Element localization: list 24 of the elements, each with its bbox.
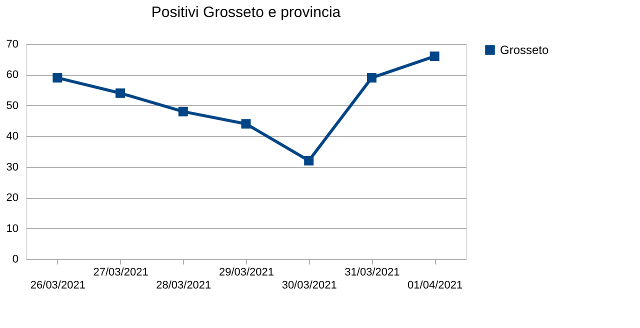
y-tick-label: 40	[6, 130, 18, 143]
point	[366, 73, 376, 83]
x-tick-label: 27/03/2021	[93, 266, 148, 278]
chart-title: Positivi Grosseto e provincia	[151, 4, 342, 21]
x-tick-label: 28/03/2021	[156, 280, 212, 292]
y-tick-label: 10	[6, 222, 18, 235]
y-tick-label: 70	[6, 38, 18, 50]
x-tick-label: 29/03/2021	[218, 266, 274, 278]
point	[178, 106, 188, 116]
y-tick-label: 50	[6, 100, 18, 112]
y-tick-label: 30	[6, 161, 18, 174]
x-tick-label: 31/03/2021	[344, 266, 400, 278]
x-tick-label: 26/03/2021	[30, 280, 86, 292]
y-tick-label: 60	[6, 69, 18, 82]
point	[116, 88, 126, 98]
point	[430, 52, 440, 62]
y-tick-label: 20	[6, 192, 18, 204]
point	[241, 119, 251, 129]
point	[52, 73, 62, 83]
y-tick-label: 0	[12, 254, 18, 266]
x-tick-label: 01/04/2021	[408, 280, 463, 292]
point	[304, 156, 314, 166]
x-tick-label: 30/03/2021	[282, 280, 337, 292]
legend-label: Grosseto	[500, 43, 550, 57]
